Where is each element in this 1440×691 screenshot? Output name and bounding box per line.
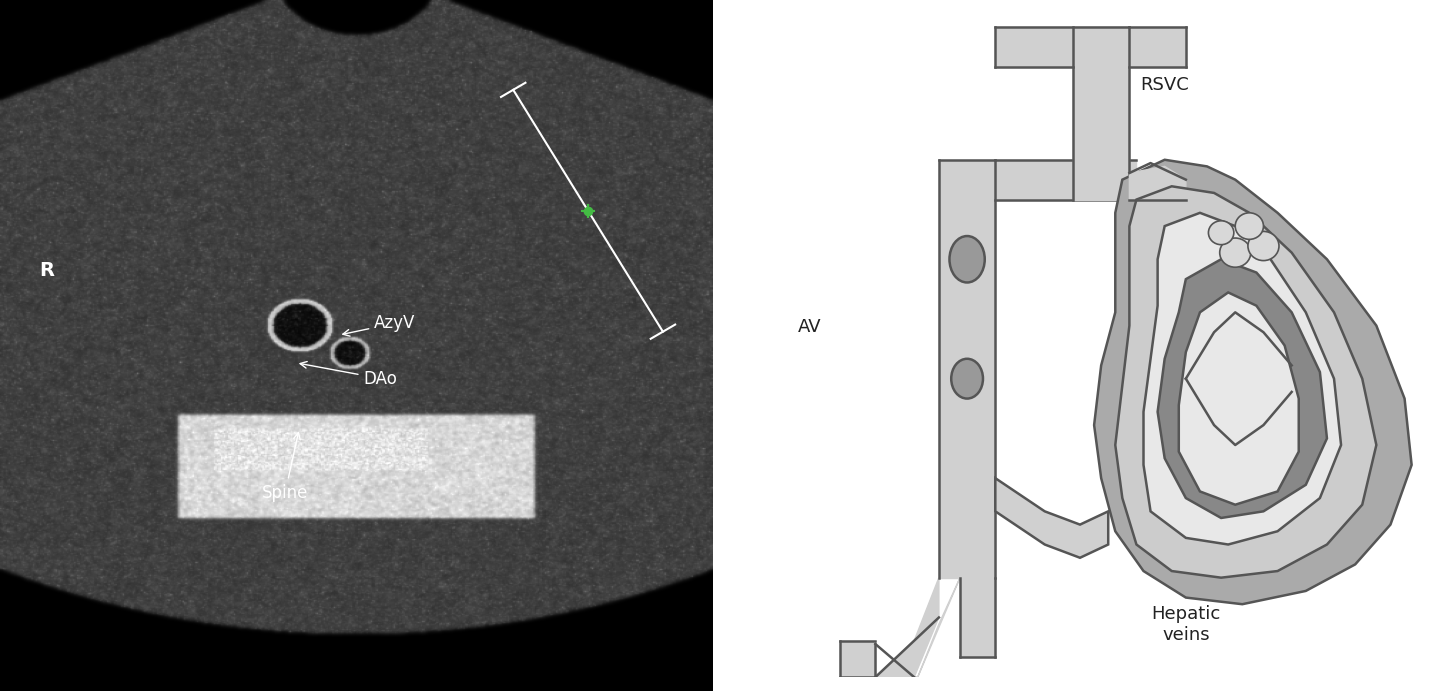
Text: RSVC: RSVC [1140,76,1189,94]
Text: DAo: DAo [300,361,397,388]
Polygon shape [1129,167,1187,200]
Circle shape [1248,231,1279,261]
Polygon shape [1179,292,1299,504]
Text: Hepatic
veins: Hepatic veins [1151,605,1221,644]
Circle shape [1208,221,1234,245]
Polygon shape [995,27,1129,67]
Ellipse shape [952,359,984,399]
Polygon shape [1115,187,1377,578]
Polygon shape [939,160,995,578]
Polygon shape [1073,27,1129,200]
Polygon shape [883,578,960,677]
Text: AV: AV [798,319,821,337]
Text: Spine: Spine [262,433,308,502]
Polygon shape [960,578,995,657]
Polygon shape [1073,27,1187,67]
Polygon shape [1143,213,1341,545]
Polygon shape [840,641,876,677]
Text: AzyV: AzyV [343,314,416,336]
Polygon shape [995,160,1136,200]
Polygon shape [876,578,939,677]
Text: R: R [39,261,55,281]
Polygon shape [1094,160,1411,604]
Polygon shape [1158,259,1328,518]
Ellipse shape [949,236,985,283]
Circle shape [1220,238,1251,267]
Polygon shape [995,478,1109,558]
Circle shape [1236,213,1263,239]
